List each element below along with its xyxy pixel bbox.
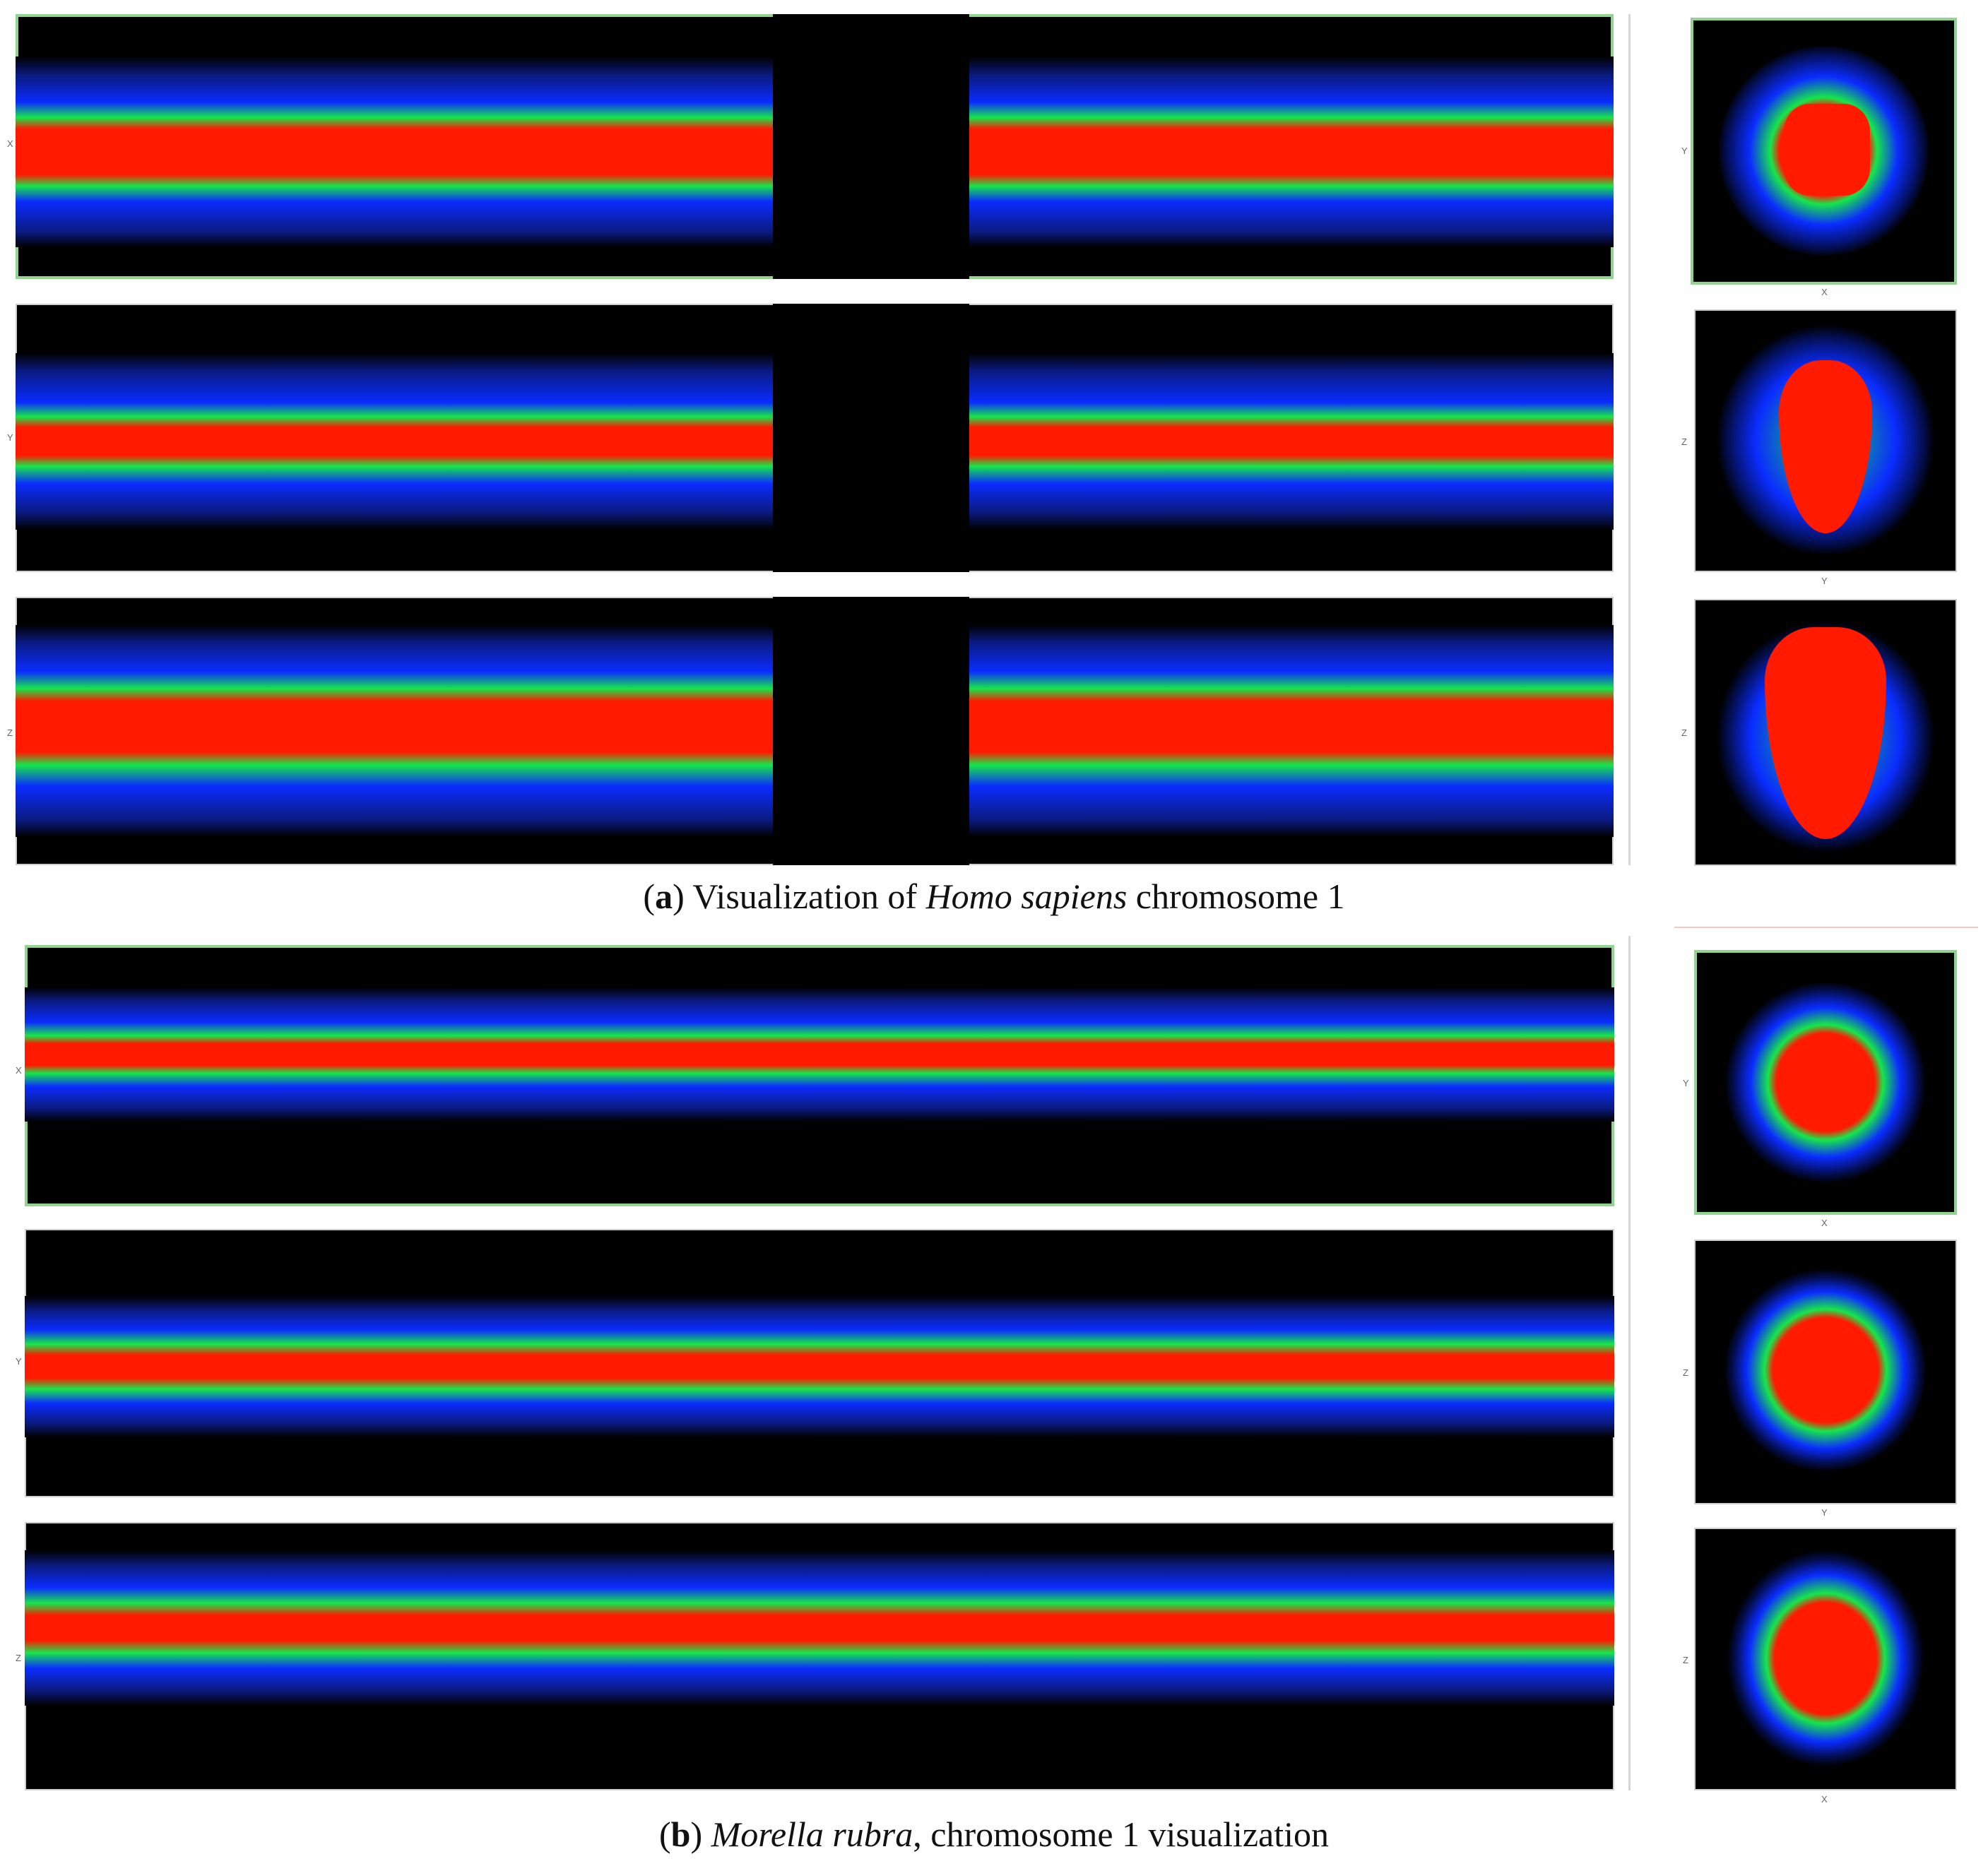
axis-label: Z xyxy=(1681,727,1687,738)
caption-letter: b xyxy=(670,1814,691,1854)
b-projection-xy xyxy=(1694,950,1957,1215)
axis-label: Y xyxy=(1683,1078,1689,1088)
a-heatmap-y xyxy=(16,304,1614,572)
axis-label: Z xyxy=(1681,436,1687,447)
b-heatmap-x xyxy=(25,945,1614,1206)
axis-label: X xyxy=(16,1065,22,1076)
caption-b: (b) Morella rubra, chromosome 1 visualiz… xyxy=(658,1814,1330,1854)
b-projection-xz xyxy=(1694,1528,1957,1790)
species-name: Homo sapiens xyxy=(925,876,1128,916)
a-heatmap-x xyxy=(16,14,1614,279)
caption-a: (a) Visualization of Homo sapiens chromo… xyxy=(643,876,1345,916)
axis-label: X xyxy=(1821,287,1828,297)
caption-letter: a xyxy=(655,876,673,916)
axis-label: X xyxy=(1821,1218,1828,1228)
axis-label: Z xyxy=(1683,1367,1688,1378)
column-divider xyxy=(1628,936,1631,1790)
a-projection-xz xyxy=(1694,599,1957,866)
axis-label: Z xyxy=(7,727,13,738)
top-rule xyxy=(1674,927,1978,928)
density-cloud xyxy=(1726,1549,1925,1768)
density-core xyxy=(1784,104,1870,196)
density-cloud xyxy=(1726,978,1925,1187)
b-heatmap-y xyxy=(25,1229,1614,1497)
caption-text: chromosome 1 xyxy=(1127,876,1345,916)
centromere-gap xyxy=(773,304,969,572)
a-projection-xy xyxy=(1691,18,1957,285)
axis-label: Y xyxy=(1821,576,1828,586)
axis-label: Z xyxy=(16,1653,21,1663)
axis-label: Y xyxy=(7,432,13,443)
centromere-gap xyxy=(773,597,969,865)
b-projection-yz xyxy=(1694,1240,1957,1504)
column-divider xyxy=(1628,14,1631,865)
axis-label: Y xyxy=(16,1356,22,1367)
density-band xyxy=(25,1550,1614,1706)
axis-label: Z xyxy=(1683,1655,1688,1665)
caption-text: Visualization of xyxy=(692,876,926,916)
axis-label: Y xyxy=(1821,1507,1828,1518)
density-band xyxy=(25,1296,1614,1437)
species-name: Morella rubra xyxy=(711,1814,913,1854)
a-heatmap-z xyxy=(16,597,1614,865)
axis-label: X xyxy=(1821,1794,1828,1805)
a-projection-yz xyxy=(1694,309,1957,572)
density-cloud xyxy=(1726,1264,1925,1476)
density-band xyxy=(25,987,1614,1122)
centromere-gap xyxy=(773,14,969,279)
caption-text: , chromosome 1 visualization xyxy=(913,1814,1330,1854)
axis-label: X xyxy=(7,138,13,149)
b-heatmap-z xyxy=(25,1522,1614,1790)
axis-label: Y xyxy=(1681,145,1688,156)
